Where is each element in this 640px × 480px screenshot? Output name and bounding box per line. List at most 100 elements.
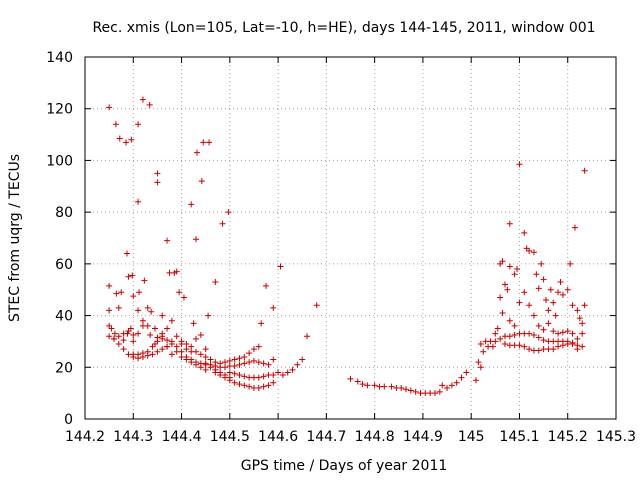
data-point: [364, 382, 371, 389]
data-point: [106, 322, 113, 329]
y-tick-label: 80: [55, 205, 73, 221]
plot-frame: [84, 56, 617, 420]
data-point: [246, 359, 253, 366]
data-point: [135, 330, 142, 337]
data-point: [516, 161, 523, 168]
data-point: [579, 320, 586, 327]
data-point: [526, 302, 533, 309]
data-point: [207, 361, 214, 368]
data-point: [284, 369, 291, 376]
data-point: [202, 346, 209, 353]
data-point: [120, 346, 127, 353]
grid: [85, 57, 616, 419]
data-point: [569, 339, 576, 346]
data-point: [173, 348, 180, 355]
data-point: [304, 333, 311, 340]
data-point: [188, 201, 195, 208]
data-point: [275, 369, 282, 376]
data-point: [106, 307, 113, 314]
data-point: [236, 381, 243, 388]
data-point: [202, 353, 209, 360]
data-point: [475, 359, 482, 366]
data-point: [499, 258, 506, 265]
data-point: [231, 362, 238, 369]
x-tick-label: 145: [458, 429, 485, 445]
data-point: [241, 353, 248, 360]
data-point: [146, 101, 153, 108]
data-point: [154, 338, 161, 345]
data-point: [178, 353, 185, 360]
data-point: [521, 229, 528, 236]
data-point: [183, 346, 190, 353]
data-point: [371, 382, 378, 389]
data-point: [250, 346, 257, 353]
x-tick-labels: 144.2 144.3 144.4 144.5 144.6 144.7 144.8 144.9…: [65, 429, 636, 445]
data-point: [535, 347, 542, 354]
data-point: [526, 247, 533, 254]
data-point: [388, 383, 395, 390]
data-point: [246, 350, 253, 357]
data-point: [129, 272, 136, 279]
chart-title: Rec. xmis (Lon=105, Lat=-10, h=HE), days…: [92, 20, 595, 36]
data-point: [151, 325, 158, 332]
data-point: [530, 331, 537, 338]
data-point: [120, 330, 127, 337]
data-point: [212, 362, 219, 369]
y-tick-label: 60: [55, 257, 73, 273]
data-point: [241, 373, 248, 380]
data-point: [231, 370, 238, 377]
y-tick-labels: 0 20 40 60 80 100 120 140: [46, 50, 73, 428]
data-point: [197, 331, 204, 338]
data-point: [270, 304, 277, 311]
data-point: [526, 346, 533, 353]
data-point: [183, 341, 190, 348]
data-point: [550, 328, 557, 335]
data-point: [168, 351, 175, 358]
data-point: [313, 302, 320, 309]
data-point: [115, 304, 122, 311]
data-point: [547, 286, 554, 293]
data-point: [530, 312, 537, 319]
data-point: [154, 170, 161, 177]
data-point: [159, 312, 166, 319]
data-point: [236, 361, 243, 368]
data-point: [354, 378, 361, 385]
data-point: [149, 351, 156, 358]
axis-ticks: [84, 56, 617, 420]
data-point: [149, 343, 156, 350]
data-point: [545, 320, 552, 327]
y-tick-label: 0: [64, 412, 73, 428]
data-point: [148, 308, 155, 315]
data-point: [111, 330, 118, 337]
data-point: [514, 266, 521, 273]
x-tick-label: 144.4: [161, 429, 201, 445]
data-point: [226, 377, 233, 384]
data-point: [198, 178, 205, 185]
data-point: [289, 366, 296, 373]
x-tick-label: 144.5: [210, 429, 250, 445]
data-point: [120, 337, 127, 344]
data-point: [579, 343, 586, 350]
data-point: [260, 373, 267, 380]
data-point: [535, 322, 542, 329]
data-point: [499, 309, 506, 316]
data-point: [193, 348, 200, 355]
data-points: [106, 96, 588, 397]
data-point: [188, 343, 195, 350]
data-point: [221, 364, 228, 371]
data-point: [168, 341, 175, 348]
data-point: [579, 330, 586, 337]
data-point: [444, 384, 451, 391]
data-point: [270, 356, 277, 363]
data-point: [535, 285, 542, 292]
data-point: [231, 356, 238, 363]
data-point: [123, 139, 130, 146]
data-point: [403, 386, 410, 393]
data-point: [115, 333, 122, 340]
data-point: [159, 346, 166, 353]
data-point: [110, 335, 117, 342]
data-point: [559, 329, 566, 336]
data-point: [197, 351, 204, 358]
data-point: [206, 139, 213, 146]
data-point: [569, 330, 576, 337]
